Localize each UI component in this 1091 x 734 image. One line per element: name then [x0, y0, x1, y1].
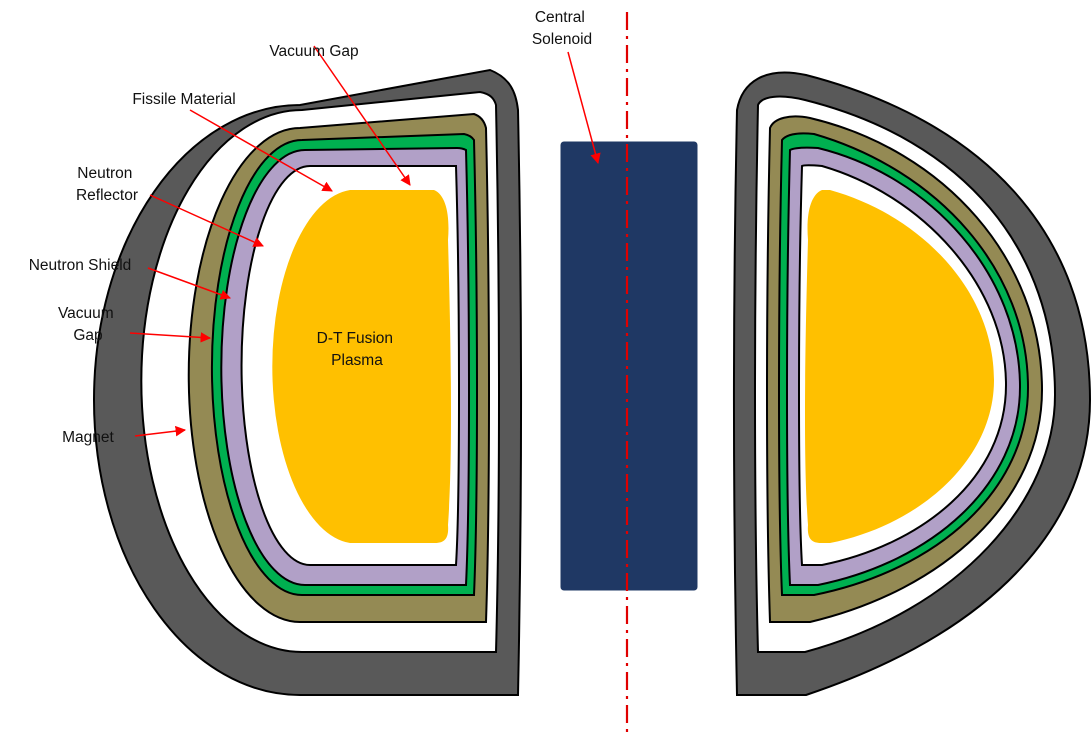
- label-vacuum-gap-top: Vacuum Gap: [269, 43, 358, 60]
- arrow-magnet: [134, 425, 187, 437]
- label-vacuum-gap-side: Vacuum Gap: [58, 305, 118, 344]
- arrow-fissile-material: [189, 109, 333, 192]
- left-cross-section: [93, 68, 522, 696]
- label-central-solenoid: Central Solenoid: [532, 9, 592, 48]
- arrow-neutron-shield: [147, 267, 231, 300]
- arrow-neutron-reflector: [149, 194, 264, 247]
- label-plasma: D-T Fusion Plasma: [317, 330, 398, 369]
- label-magnet: Magnet: [62, 429, 114, 446]
- label-neutron-reflector: Neutron Reflector: [76, 165, 138, 204]
- label-arrows: [129, 45, 601, 437]
- right-plasma: [805, 190, 994, 543]
- arrow-central-solenoid: [567, 51, 601, 165]
- right-cross-section: [733, 71, 1091, 696]
- left-plasma: [272, 190, 451, 543]
- label-fissile-material: Fissile Material: [132, 91, 235, 108]
- central-solenoid: [560, 141, 698, 591]
- arrow-vacuum-gap-side: [129, 332, 212, 343]
- arrow-vacuum-gap-top: [313, 45, 411, 186]
- label-neutron-shield: Neutron Shield: [29, 257, 132, 274]
